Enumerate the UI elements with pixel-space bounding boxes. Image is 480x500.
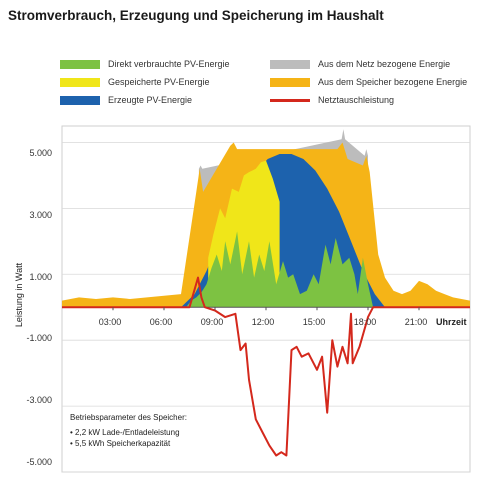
legend-label: Aus dem Speicher bezogene Energie	[318, 77, 468, 87]
legend-label: Netztauschleistung	[318, 95, 395, 105]
legend-swatch	[270, 98, 310, 102]
legend-item-erzeugt: Erzeugte PV-Energie	[60, 95, 192, 105]
chart-title: Stromverbrauch, Erzeugung und Speicherun…	[8, 8, 384, 23]
y-tick-label: 5.000	[29, 148, 52, 158]
y-tick-label: -1.000	[26, 333, 52, 343]
x-tick-label: 06:00	[149, 317, 173, 327]
x-tick-label: 09:00	[200, 317, 224, 327]
legend-label: Direkt verbrauchte PV-Energie	[108, 59, 230, 69]
legend-swatch	[270, 77, 310, 87]
annotation-line: • 5,5 kWh Speicherkapazität	[70, 439, 171, 448]
legend-item-gespeichert: Gespeicherte PV-Energie	[60, 77, 210, 87]
legend-item-direkt: Direkt verbrauchte PV-Energie	[60, 59, 230, 69]
y-tick-label: -5.000	[26, 457, 52, 467]
y-axis-label: Leistung in Watt	[14, 262, 24, 328]
y-tick-label: 1.000	[29, 272, 52, 282]
x-tick-label: 18:00	[353, 317, 377, 327]
x-tick-label: 21:00	[404, 317, 428, 327]
legend-item-speicher: Aus dem Speicher bezogene Energie	[270, 77, 467, 87]
x-tick-label: 15:00	[302, 317, 326, 327]
legend-swatch	[60, 77, 100, 87]
legend-label: Aus dem Netz bezogene Energie	[318, 59, 451, 69]
y-tick-label: 3.000	[29, 210, 52, 220]
legend-swatch	[60, 95, 100, 105]
annotation-line: • 2,2 kW Lade-/Entladeleistung	[70, 428, 180, 437]
legend-label: Erzeugte PV-Energie	[108, 95, 193, 105]
legend-label: Gespeicherte PV-Energie	[108, 77, 210, 87]
annotation-box: Betriebsparameter des Speicher: • 2,2 kW…	[70, 412, 187, 449]
series-area-direkt	[186, 231, 374, 308]
series-line-netztausch	[62, 276, 470, 457]
annotation-heading: Betriebsparameter des Speicher:	[70, 413, 187, 422]
y-tick-label: -3.000	[26, 395, 52, 405]
x-tick-label: 03:00	[98, 317, 122, 327]
legend-swatch	[60, 59, 100, 69]
x-axis-label: Uhrzeit	[436, 317, 467, 327]
legend-swatch	[270, 59, 310, 69]
x-tick-label: 12:00	[251, 317, 275, 327]
legend-item-netz: Aus dem Netz bezogene Energie	[270, 59, 450, 69]
legend-item-netztausch: Netztauschleistung	[270, 95, 394, 105]
